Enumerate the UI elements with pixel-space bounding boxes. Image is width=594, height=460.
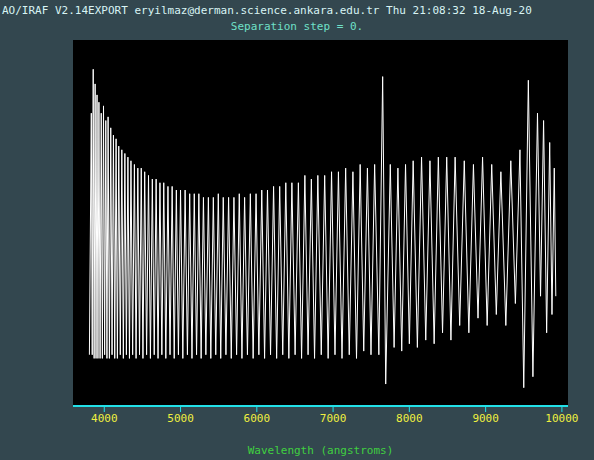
svg-text:Wavelength (angstroms): Wavelength (angstroms) xyxy=(248,444,394,457)
svg-text:7000: 7000 xyxy=(320,412,347,425)
svg-text:4000: 4000 xyxy=(91,412,118,425)
svg-text:5000: 5000 xyxy=(167,412,194,425)
html-text:Separation step = 0.: Separation step = 0. xyxy=(230,20,364,33)
svg-text:6000: 6000 xyxy=(244,412,271,425)
html-text:AO/IRAF V2.14EXPORT eryilmaz@d: AO/IRAF V2.14EXPORT eryilmaz@derman.scie… xyxy=(2,4,532,17)
svg-text:10000: 10000 xyxy=(545,412,578,425)
svg-text:9000: 9000 xyxy=(472,412,499,425)
svg-text:8000: 8000 xyxy=(396,412,423,425)
